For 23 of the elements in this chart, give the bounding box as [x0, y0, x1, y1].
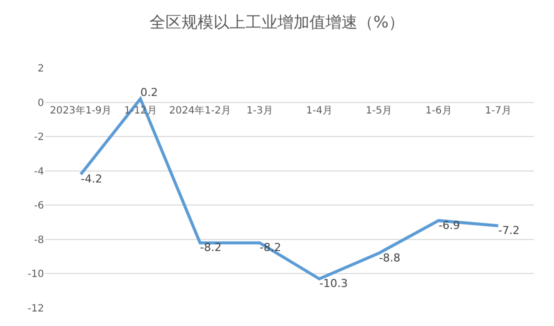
x-tick-label: 1-5月	[366, 105, 392, 116]
y-tick-label: -8	[34, 234, 44, 246]
data-label: 0.2	[140, 86, 158, 100]
x-tick-label: 2023年1-9月	[50, 104, 112, 116]
data-label: -8.2	[200, 241, 222, 254]
y-tick-label: -2	[34, 132, 44, 144]
y-tick-label: -4	[34, 166, 44, 178]
data-label: -6.9	[438, 218, 460, 232]
data-label: -7.2	[498, 224, 520, 237]
y-tick-label: 0	[38, 98, 44, 109]
y-tick-label: -10	[28, 269, 44, 280]
chart-title: 全区规模以上工业增加值增速（%）	[149, 12, 405, 32]
y-tick-label: -12	[28, 304, 44, 314]
x-tick-label: 2024年1-2月	[169, 104, 231, 116]
x-tick-label: 1-7月	[485, 105, 512, 116]
data-label: -10.3	[319, 277, 348, 290]
x-tick-label: 1-3月	[246, 105, 273, 116]
y-tick-label: -6	[34, 200, 44, 212]
data-label: -8.8	[378, 251, 400, 264]
data-label: -4.2	[80, 172, 102, 186]
y-tick-label: 2	[38, 64, 44, 74]
x-tick-label: 1-6月	[425, 105, 452, 116]
x-tick-label: 1-4月	[306, 105, 332, 116]
